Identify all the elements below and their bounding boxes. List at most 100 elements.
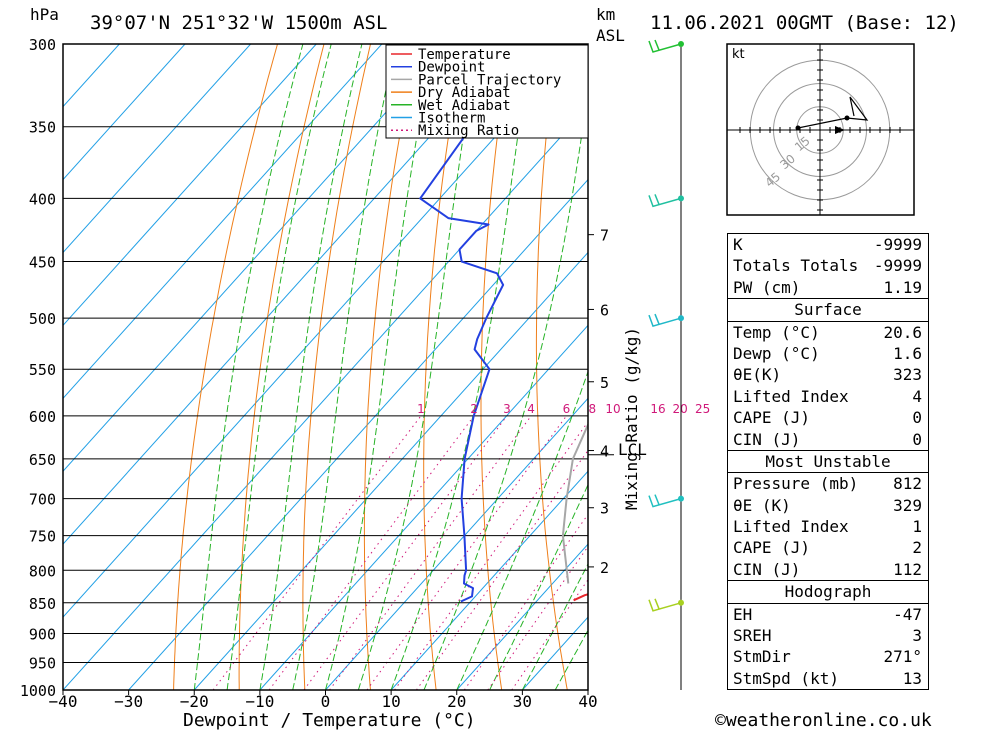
pressure-tick-label: 500 — [29, 310, 56, 328]
stat-value: 2 — [912, 538, 922, 558]
mixing-ratio-label: 4 — [527, 402, 535, 416]
wind-barb — [648, 195, 682, 208]
mixing-ratio-label: 1 — [417, 402, 425, 416]
stat-value: 1.19 — [883, 277, 922, 297]
asl-unit-label: ASL — [596, 26, 625, 45]
stat-label: Lifted Index — [733, 386, 849, 406]
legend-box — [385, 44, 589, 139]
stat-value: 20.6 — [883, 322, 922, 342]
x-tick-label: 10 — [381, 692, 400, 711]
x-axis-label: Dewpoint / Temperature (°C) — [183, 710, 476, 731]
mixing-ratio-line — [511, 578, 588, 690]
stat-value: 1 — [912, 517, 922, 537]
x-tick-label: −10 — [245, 692, 274, 711]
wind-barb — [648, 599, 682, 612]
stat-value: -9999 — [873, 256, 922, 276]
surface-section: Surface Temp (°C) 20.6 Dewp (°C) 1.6 θE(K)… — [728, 298, 928, 450]
wind-barb-flag — [654, 494, 660, 505]
hodograph-point — [795, 125, 801, 131]
stat-row: StmDir 271° — [728, 646, 928, 667]
stat-row: EH -47 — [728, 604, 928, 625]
dry-adiabat-line — [535, 44, 568, 690]
pressure-tick-label: 900 — [29, 625, 56, 643]
stat-row: θE (K) 329 — [728, 495, 928, 516]
isotherm-line — [63, 44, 252, 254]
legend-label: Parcel Trajectory — [418, 72, 561, 88]
lcl-label: LCL — [618, 440, 647, 459]
x-tick-label: 30 — [513, 692, 532, 711]
stat-value: 112 — [893, 559, 922, 579]
isotherm-line — [63, 105, 588, 690]
stat-label: Totals Totals — [733, 256, 859, 276]
stat-label: Dewp (°C) — [733, 343, 820, 363]
mixing-ratio-label: 6 — [563, 402, 571, 416]
pressure-tick-label: 700 — [29, 491, 56, 509]
dewpoint-line — [419, 44, 521, 603]
stat-label: PW (cm) — [733, 277, 801, 297]
hpa-unit-label: hPa — [30, 5, 59, 24]
stat-label: CAPE (J) — [733, 408, 811, 428]
mixing-ratio-label: 2 — [470, 402, 478, 416]
mixing-ratio-axis-label: Mixing Ratio (g/kg) — [622, 326, 641, 510]
stat-label: CAPE (J) — [733, 538, 811, 558]
x-tick-label: 20 — [447, 692, 466, 711]
wind-barb — [648, 495, 682, 508]
legend-label: Wet Adiabat — [418, 98, 511, 114]
km-tick-label: 5 — [600, 374, 609, 392]
hodograph-point — [844, 115, 850, 121]
legend-label: Isotherm — [418, 111, 485, 127]
stat-row-pw: PW (cm) 1.19 — [728, 277, 928, 298]
mixing-ratio-label: 25 — [695, 402, 710, 416]
km-tick-label: 4 — [600, 443, 609, 461]
wind-barb-flag — [654, 313, 660, 325]
stat-value: 323 — [893, 365, 922, 385]
dry-adiabat-line — [423, 44, 465, 690]
stat-row-totals: Totals Totals -9999 — [728, 255, 928, 276]
stat-value: 329 — [893, 495, 922, 515]
stat-label: θE (K) — [733, 495, 791, 515]
stat-row: StmSpd (kt) 13 — [728, 668, 928, 689]
isotherm-line — [63, 44, 514, 545]
location-title: 39°07'N 251°32'W 1500m ASL — [90, 12, 388, 34]
stat-label: EH — [733, 604, 753, 624]
stat-label: Lifted Index — [733, 517, 849, 537]
dry-adiabat-line — [642, 44, 699, 690]
stat-value: 271° — [883, 647, 922, 667]
stat-value: -9999 — [873, 235, 922, 254]
pressure-tick-label: 550 — [29, 361, 56, 379]
legend-label: Mixing Ratio — [418, 123, 519, 139]
stat-value: -47 — [893, 604, 922, 624]
stat-row: SREH 3 — [728, 625, 928, 646]
km-unit-label: km — [596, 5, 616, 24]
x-tick-label: −30 — [114, 692, 143, 711]
pressure-tick-label: 950 — [29, 654, 56, 672]
isotherm-line — [63, 44, 383, 400]
stat-value: 1.6 — [893, 343, 922, 363]
pressure-tick-label: 450 — [29, 254, 56, 272]
pressure-tick-label: 600 — [29, 408, 56, 426]
stat-row: Temp (°C) 20.6 — [728, 322, 928, 343]
x-tick-label: 40 — [578, 692, 597, 711]
km-tick-label: 7 — [600, 227, 609, 245]
wind-barb-flag — [654, 194, 660, 205]
hodograph-unit-label: kt — [732, 47, 745, 62]
legend-label: Dry Adiabat — [418, 85, 511, 101]
stat-label: Pressure (mb) — [733, 474, 859, 494]
pressure-tick-label: 1000 — [20, 682, 56, 700]
credit-text: ©weatheronline.co.uk — [715, 710, 932, 731]
isotherm-line — [63, 44, 448, 472]
hodograph-section: Hodograph EH -47 SREH 3 StmDir 271° StmSpd … — [728, 580, 928, 689]
most-unstable-section: Most Unstable Pressure (mb) 812 θE (K) 329… — [728, 449, 928, 580]
km-tick-label: 6 — [600, 301, 609, 319]
stat-label: StmDir — [733, 647, 791, 667]
isotherm-line — [63, 44, 120, 108]
legend-label: Temperature — [418, 47, 511, 63]
km-tick-label: 3 — [600, 500, 609, 518]
datetime-title: 11.06.2021 00GMT (Base: 12) — [650, 12, 959, 34]
stat-row: CIN (J) 112 — [728, 559, 928, 580]
stat-row: Lifted Index 1 — [728, 516, 928, 537]
isotherm-line — [128, 178, 588, 690]
wind-barb — [648, 40, 682, 53]
x-tick-label: −40 — [49, 692, 78, 711]
